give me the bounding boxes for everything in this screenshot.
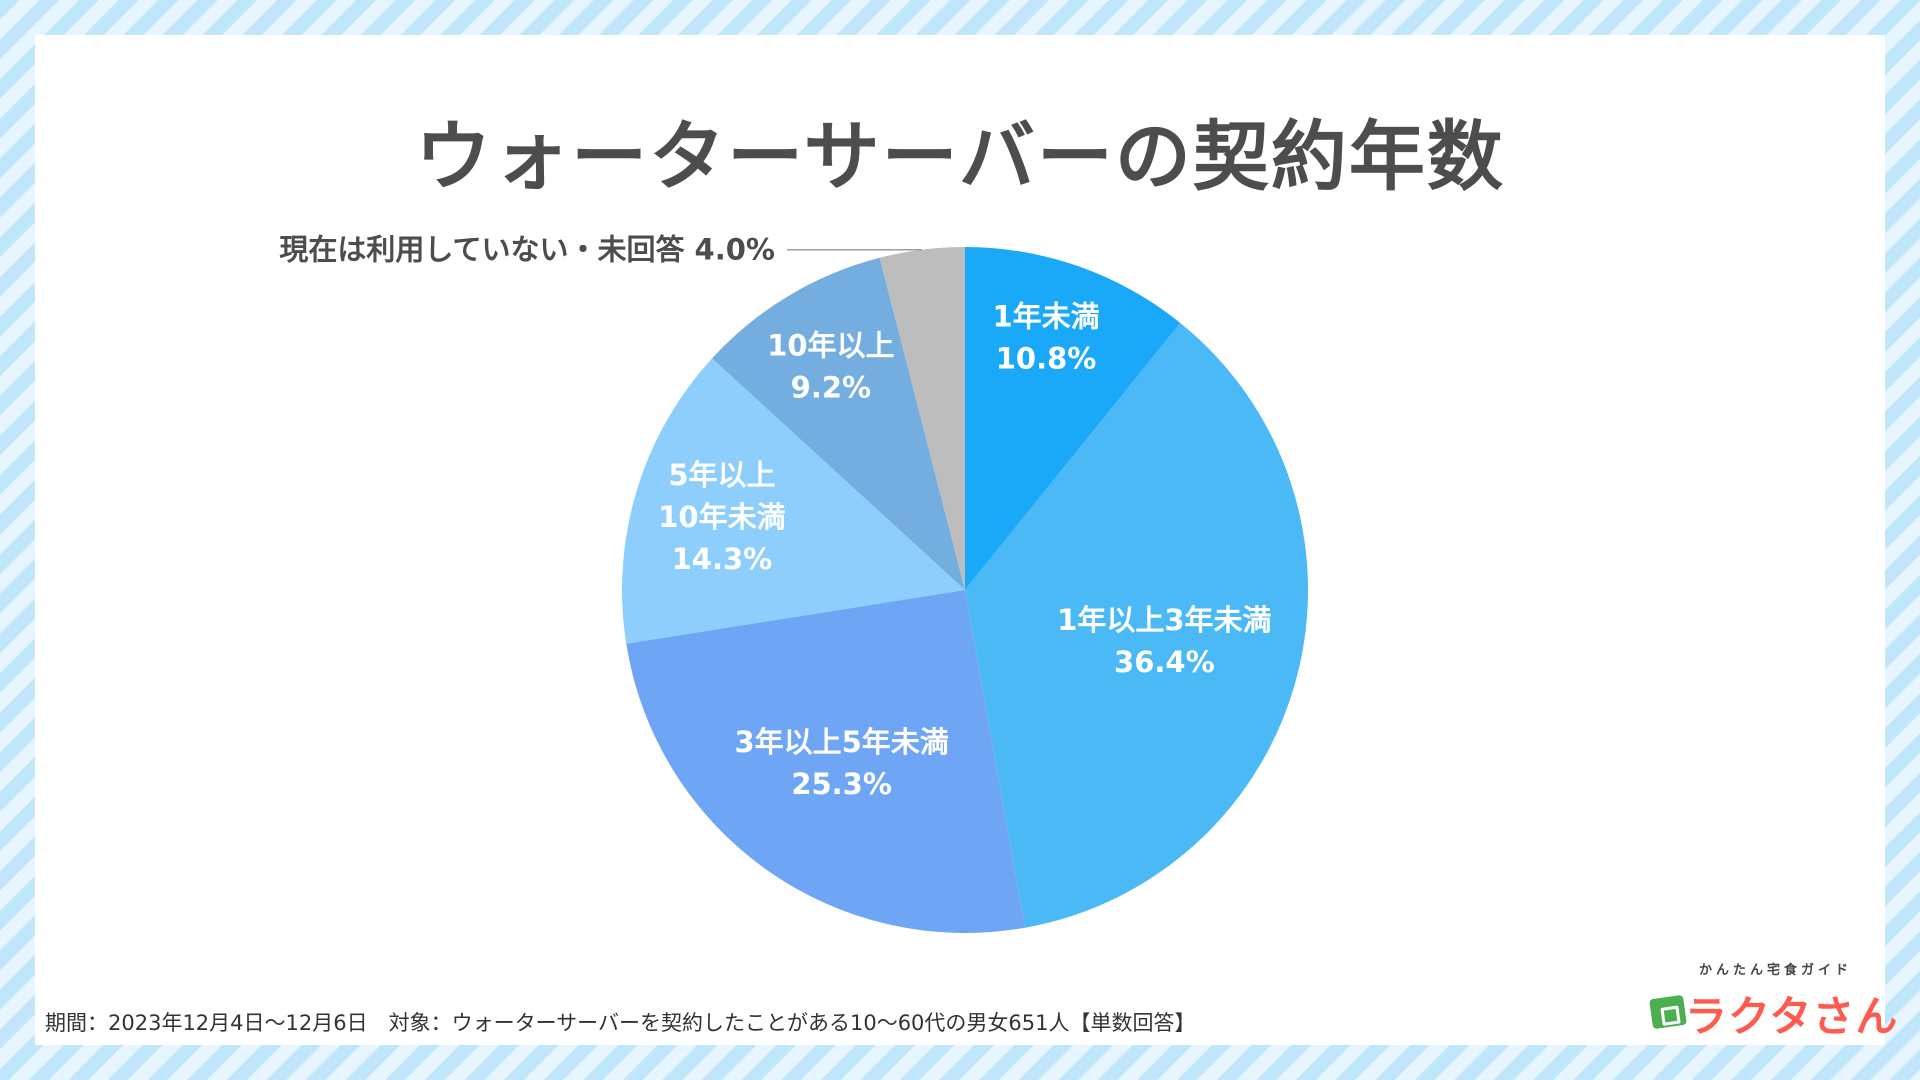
pie-slice-5: [879, 247, 965, 590]
logo-name: ラクタさん: [1685, 992, 1899, 1041]
slice-value-label: 25.3%: [791, 767, 892, 801]
survey-footnote: 期間：2023年12月4日〜12月6日 対象：ウォーターサーバーを契約したことが…: [45, 1011, 1196, 1035]
pie-slice-4: [712, 257, 965, 590]
logo-subtitle: かんたん宅食ガイド: [1699, 963, 1853, 978]
chart-card: ウォーターサーバーの契約年数 1年未満 10.8% 1年以上3年未満 36.4% 3年以…: [35, 35, 1897, 1045]
slice-category-label: 5年以上: [668, 458, 775, 492]
slice-category-label: 1年未満: [992, 300, 1099, 334]
pie-slice-1: [965, 322, 1309, 928]
pie-slice-3: [622, 358, 965, 644]
brand-logo: かんたん宅食ガイド ラクタさん: [1615, 955, 1897, 1045]
slice-value-label: 14.3%: [672, 542, 773, 576]
slice-category-label: 10年未満: [658, 500, 785, 534]
slice-value-label: 10.8%: [996, 342, 1097, 376]
pie-chart: 1年未満 10.8% 1年以上3年未満 36.4% 3年以上5年未満 25.3% 5年以上 1…: [279, 233, 1309, 933]
slice-category-label: 1年以上3年未満: [1057, 603, 1271, 637]
chart-title: ウォーターサーバーの契約年数: [415, 112, 1505, 201]
slice-category-label: 3年以上5年未満: [734, 725, 948, 759]
slice-category-label: 10年以上: [767, 328, 894, 362]
pie-slice-0: [965, 247, 1181, 590]
shopping-bag-icon: [1649, 994, 1687, 1030]
outside-slice-label: 現在は利用していない・未回答 4.0%: [279, 233, 775, 267]
slice-value-label: 9.2%: [791, 370, 871, 404]
slice-value-label: 36.4%: [1114, 645, 1215, 679]
pie-slice-2: [626, 590, 1026, 933]
